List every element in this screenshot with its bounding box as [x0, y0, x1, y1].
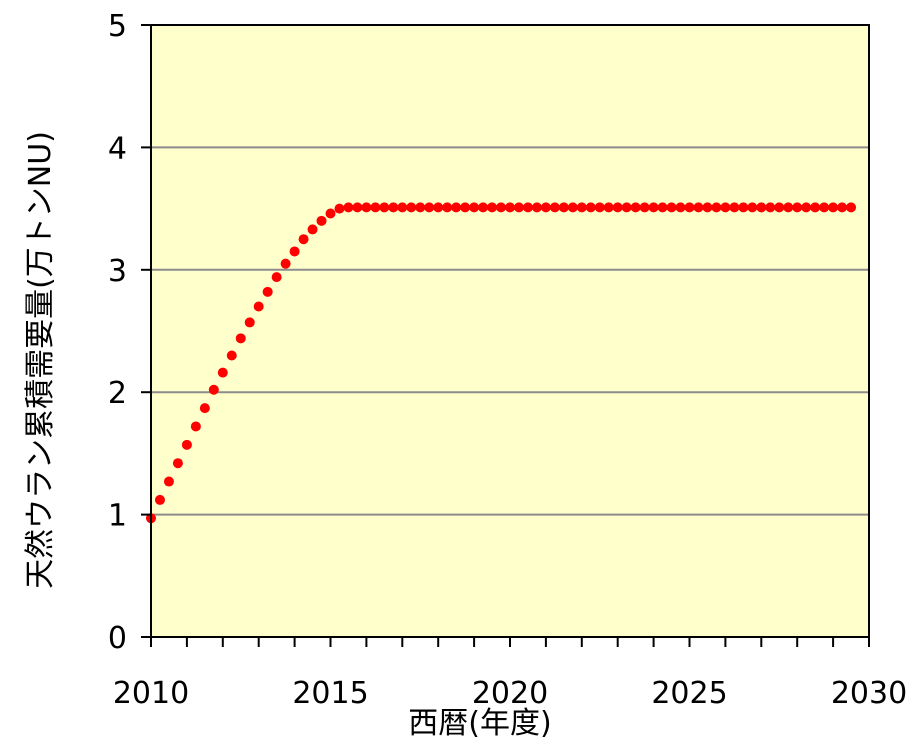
data-point: [289, 246, 300, 257]
data-point: [522, 202, 533, 213]
data-point: [675, 202, 686, 213]
data-point: [343, 202, 354, 213]
data-point: [540, 202, 551, 213]
data-point: [513, 202, 524, 213]
data-point: [316, 215, 327, 226]
data-point: [720, 202, 731, 213]
data-point: [702, 202, 713, 213]
data-point: [828, 202, 839, 213]
data-point: [361, 202, 372, 213]
data-point: [325, 208, 336, 219]
x-tick-label: 2020: [472, 676, 548, 711]
data-point: [594, 202, 605, 213]
y-tick-label: 0: [108, 621, 127, 656]
data-point: [433, 202, 444, 213]
data-point: [478, 202, 489, 213]
data-point: [379, 202, 390, 213]
data-point: [388, 202, 399, 213]
data-point: [451, 202, 462, 213]
data-point: [846, 202, 857, 213]
data-point: [244, 317, 255, 328]
data-point: [226, 350, 237, 361]
data-point: [693, 202, 704, 213]
data-point: [774, 202, 785, 213]
data-point: [531, 202, 542, 213]
data-point: [271, 272, 282, 283]
data-point: [505, 202, 515, 213]
y-tick-labels: 0 1 2 3 4 5: [108, 9, 127, 656]
data-point: [307, 224, 318, 235]
data-point: [442, 202, 453, 213]
data-point: [190, 421, 201, 432]
y-tick-label: 1: [108, 499, 127, 534]
data-point: [424, 202, 435, 213]
data-point: [163, 476, 174, 487]
data-point: [415, 202, 426, 213]
data-point: [792, 202, 803, 213]
data-point: [262, 286, 273, 297]
data-point: [837, 202, 848, 213]
data-point: [253, 301, 264, 312]
data-point: [199, 403, 210, 414]
data-point: [819, 202, 830, 213]
data-point: [729, 202, 740, 213]
data-point: [496, 202, 507, 213]
data-point: [352, 202, 363, 213]
data-point: [406, 202, 417, 213]
data-series: [146, 202, 857, 524]
data-point: [549, 202, 560, 213]
data-point: [558, 202, 569, 213]
x-axis-ticks: [150, 637, 870, 647]
data-point: [738, 202, 749, 213]
data-point: [801, 202, 812, 213]
data-point: [711, 202, 722, 213]
data-point: [181, 439, 192, 450]
data-point: [585, 202, 596, 213]
data-point: [684, 202, 695, 213]
data-point: [334, 203, 345, 214]
data-point: [298, 234, 309, 245]
data-point: [576, 202, 587, 213]
y-tick-label: 2: [108, 376, 127, 411]
plot-area: [151, 25, 869, 637]
x-tick-label: 2030: [831, 676, 907, 711]
x-tick-label: 2010: [113, 676, 189, 711]
data-point: [612, 202, 623, 213]
data-point: [217, 367, 228, 378]
data-point: [370, 202, 381, 213]
data-point: [630, 202, 641, 213]
y-tick-label: 4: [108, 131, 127, 166]
data-point: [487, 202, 498, 213]
data-point: [154, 494, 165, 505]
data-point: [621, 202, 632, 213]
y-axis-title: 天然ウラン累積需要量(万トンNU): [23, 131, 58, 589]
data-point: [172, 458, 183, 469]
data-point: [208, 384, 219, 395]
data-point: [810, 202, 821, 213]
y-tick-label: 5: [108, 9, 127, 44]
data-point: [639, 202, 650, 213]
data-point: [648, 202, 659, 213]
x-tick-label: 2015: [292, 676, 368, 711]
data-point: [280, 258, 291, 269]
y-tick-label: 3: [108, 254, 127, 289]
data-point: [235, 333, 246, 344]
data-point: [469, 202, 480, 213]
data-point: [397, 202, 408, 213]
data-point: [603, 202, 614, 213]
x-axis-title: 西暦(年度): [408, 706, 551, 740]
grid-lines: [151, 146, 869, 516]
data-point: [460, 202, 471, 213]
data-point: [765, 202, 776, 213]
data-point: [747, 202, 758, 213]
data-point: [756, 202, 767, 213]
data-point: [567, 202, 578, 213]
x-tick-label: 2025: [651, 676, 727, 711]
data-point: [666, 202, 677, 213]
y-axis-ticks: [141, 24, 151, 638]
data-point: [657, 202, 668, 213]
data-point: [783, 202, 794, 213]
x-tick-labels: 2010 2015 2020 2025 2030: [113, 676, 907, 711]
